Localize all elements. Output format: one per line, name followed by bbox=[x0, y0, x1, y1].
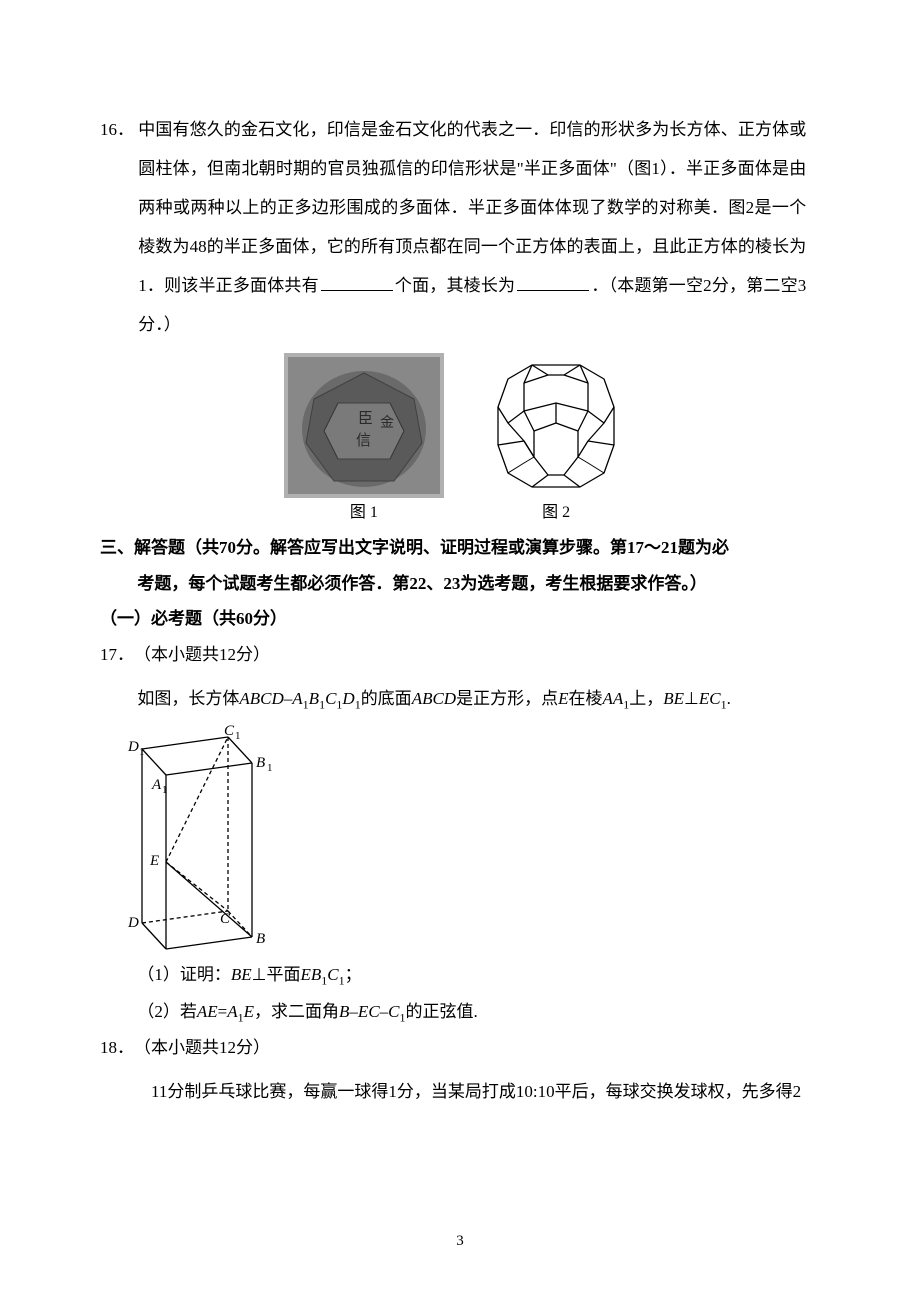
q17-sub1-prefix: （1）证明： bbox=[137, 965, 231, 984]
section-3-line2: 考题，每个试题考生都必须作答．第22、23为选考题，考生根据要求作答。） bbox=[100, 566, 820, 602]
page-number: 3 bbox=[0, 1224, 920, 1259]
cuboid-icon: D1 C1 B1 A1 E D C B A bbox=[100, 723, 290, 953]
section-3-line1: 三、解答题（共70分。解答应写出文字说明、证明过程或演算步骤。第17～21题为必 bbox=[100, 530, 820, 566]
label-E: E bbox=[149, 853, 159, 869]
svg-text:1: 1 bbox=[235, 730, 241, 742]
q17-sub2-after: 的正弦值. bbox=[406, 1002, 478, 1021]
q17-sub1: （1）证明：BE⊥平面EB1C1； bbox=[100, 957, 820, 994]
q17-sub2-mid: ，求二面角 bbox=[254, 1002, 339, 1021]
q16-text-mid: 个面，其棱长为 bbox=[395, 276, 515, 295]
label-C: C bbox=[220, 911, 231, 927]
section-3-heading: 三、解答题（共70分。解答应写出文字说明、证明过程或演算步骤。第17～21题为必… bbox=[100, 530, 820, 601]
svg-text:金: 金 bbox=[380, 415, 394, 431]
svg-text:1: 1 bbox=[267, 762, 273, 774]
label-D1: D bbox=[127, 739, 139, 755]
q17-prefix: 如图，长方体 bbox=[137, 689, 239, 708]
q16-text-1: 中国有悠久的金石文化，印信是金石文化的代表之一．印信的形状多为长方体、正方体或圆… bbox=[138, 120, 806, 295]
question-17: 17．（本小题共12分） bbox=[100, 637, 820, 673]
svg-text:臣: 臣 bbox=[358, 411, 373, 427]
label-B1: B bbox=[256, 755, 265, 771]
figure-2-box: 图 2 bbox=[476, 353, 636, 524]
label-A: A bbox=[161, 951, 172, 953]
q18-body: 11分制乒乓球比赛，每赢一球得1分，当某局打成10:10平后，每球交换发球权，先… bbox=[100, 1074, 820, 1110]
polyhedron-icon bbox=[476, 353, 636, 498]
q16-blank-2[interactable] bbox=[517, 274, 589, 291]
q17-sub2-prefix: （2）若 bbox=[137, 1002, 197, 1021]
label-D: D bbox=[127, 915, 139, 931]
q17-number: 17． bbox=[100, 637, 134, 673]
q16-figures: 臣 信 金 图 1 bbox=[100, 353, 820, 524]
q18-points: （本小题共12分） bbox=[134, 1038, 270, 1057]
q16-body: 中国有悠久的金石文化，印信是金石文化的代表之一．印信的形状多为长方体、正方体或圆… bbox=[138, 110, 806, 345]
q17-mid1: 的底面 bbox=[361, 689, 412, 708]
q17-mid2: 是正方形，点 bbox=[456, 689, 558, 708]
q16-number: 16． bbox=[100, 110, 134, 149]
q17-figure: D1 C1 B1 A1 E D C B A bbox=[100, 723, 820, 953]
q17-body: 如图，长方体ABCD–A1B1C1D1的底面ABCD是正方形，点E在棱AA1上，… bbox=[100, 681, 820, 718]
figure-1-box: 臣 信 金 图 1 bbox=[284, 353, 444, 524]
svg-text:1: 1 bbox=[139, 746, 145, 758]
subsection-1: （一）必考题（共60分） bbox=[100, 601, 820, 637]
label-C1: C bbox=[224, 723, 235, 739]
figure-2-caption: 图 2 bbox=[476, 502, 636, 524]
q16-blank-1[interactable] bbox=[321, 274, 393, 291]
q17-points: （本小题共12分） bbox=[134, 645, 270, 664]
q18-number: 18． bbox=[100, 1030, 134, 1066]
question-16: 16． 中国有悠久的金石文化，印信是金石文化的代表之一．印信的形状多为长方体、正… bbox=[100, 110, 820, 345]
q17-mid3: 在棱 bbox=[568, 689, 602, 708]
q17-mid4: 上， bbox=[629, 689, 663, 708]
figure-1-caption: 图 1 bbox=[284, 502, 444, 524]
label-B: B bbox=[256, 931, 265, 947]
seal-photo-icon: 臣 信 金 bbox=[284, 353, 444, 498]
q17-sub2: （2）若AE=A1E，求二面角B–EC–C1的正弦值. bbox=[100, 994, 820, 1031]
label-A1: A bbox=[151, 777, 162, 793]
question-18: 18．（本小题共12分） bbox=[100, 1030, 820, 1066]
q17-sub1-after: ； bbox=[345, 965, 362, 984]
q17-sub1-mid: 平面 bbox=[266, 965, 300, 984]
svg-text:1: 1 bbox=[162, 784, 168, 796]
svg-text:信: 信 bbox=[356, 432, 371, 449]
